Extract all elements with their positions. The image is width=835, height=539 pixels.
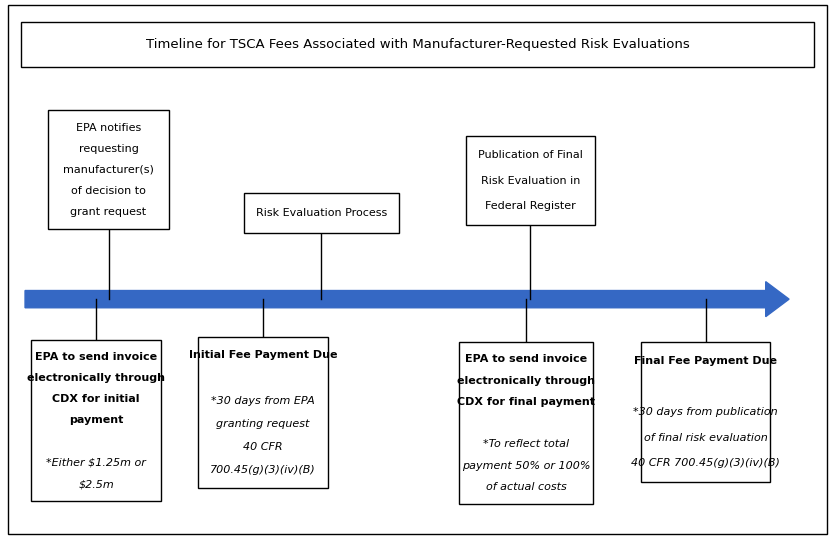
Text: manufacturer(s): manufacturer(s)	[63, 165, 154, 175]
Text: 40 CFR: 40 CFR	[243, 442, 283, 452]
Text: of final risk evaluation: of final risk evaluation	[644, 433, 767, 443]
Text: Publication of Final: Publication of Final	[478, 150, 583, 160]
Text: CDX for initial: CDX for initial	[53, 394, 139, 404]
FancyBboxPatch shape	[466, 136, 595, 225]
Text: of actual costs: of actual costs	[486, 482, 566, 492]
Text: electronically through: electronically through	[27, 373, 165, 383]
Text: requesting: requesting	[78, 144, 139, 154]
Text: grant request: grant request	[70, 207, 147, 217]
FancyBboxPatch shape	[641, 342, 770, 482]
Text: *30 days from publication: *30 days from publication	[633, 407, 778, 417]
Text: payment: payment	[68, 416, 124, 425]
Text: 40 CFR 700.45(g)(3)(iv)(B): 40 CFR 700.45(g)(3)(iv)(B)	[631, 458, 780, 468]
Text: of decision to: of decision to	[71, 186, 146, 196]
Text: CDX for final payment: CDX for final payment	[457, 397, 595, 407]
FancyBboxPatch shape	[244, 192, 399, 233]
Text: *To reflect total: *To reflect total	[483, 439, 569, 450]
FancyArrow shape	[25, 281, 789, 317]
Text: EPA to send invoice: EPA to send invoice	[465, 354, 587, 364]
Text: $2.5m: $2.5m	[78, 479, 114, 489]
Text: granting request: granting request	[216, 419, 310, 429]
Text: Timeline for TSCA Fees Associated with Manufacturer-Requested Risk Evaluations: Timeline for TSCA Fees Associated with M…	[145, 38, 690, 51]
FancyBboxPatch shape	[199, 337, 327, 488]
Text: EPA to send invoice: EPA to send invoice	[35, 351, 157, 362]
Text: Risk Evaluation Process: Risk Evaluation Process	[256, 208, 387, 218]
Text: Final Fee Payment Due: Final Fee Payment Due	[634, 356, 777, 367]
Text: 700.45(g)(3)(iv)(B): 700.45(g)(3)(iv)(B)	[210, 465, 316, 475]
FancyBboxPatch shape	[48, 110, 169, 229]
FancyBboxPatch shape	[459, 342, 593, 504]
Text: Federal Register: Federal Register	[485, 201, 575, 211]
Text: *Either $1.25m or: *Either $1.25m or	[46, 458, 146, 468]
Text: Risk Evaluation in: Risk Evaluation in	[480, 176, 580, 185]
FancyBboxPatch shape	[32, 340, 160, 501]
Text: Initial Fee Payment Due: Initial Fee Payment Due	[189, 350, 337, 360]
Text: *30 days from EPA: *30 days from EPA	[211, 396, 315, 406]
Text: EPA notifies: EPA notifies	[76, 122, 141, 133]
Text: electronically through: electronically through	[457, 376, 595, 385]
Text: payment 50% or 100%: payment 50% or 100%	[462, 461, 590, 471]
